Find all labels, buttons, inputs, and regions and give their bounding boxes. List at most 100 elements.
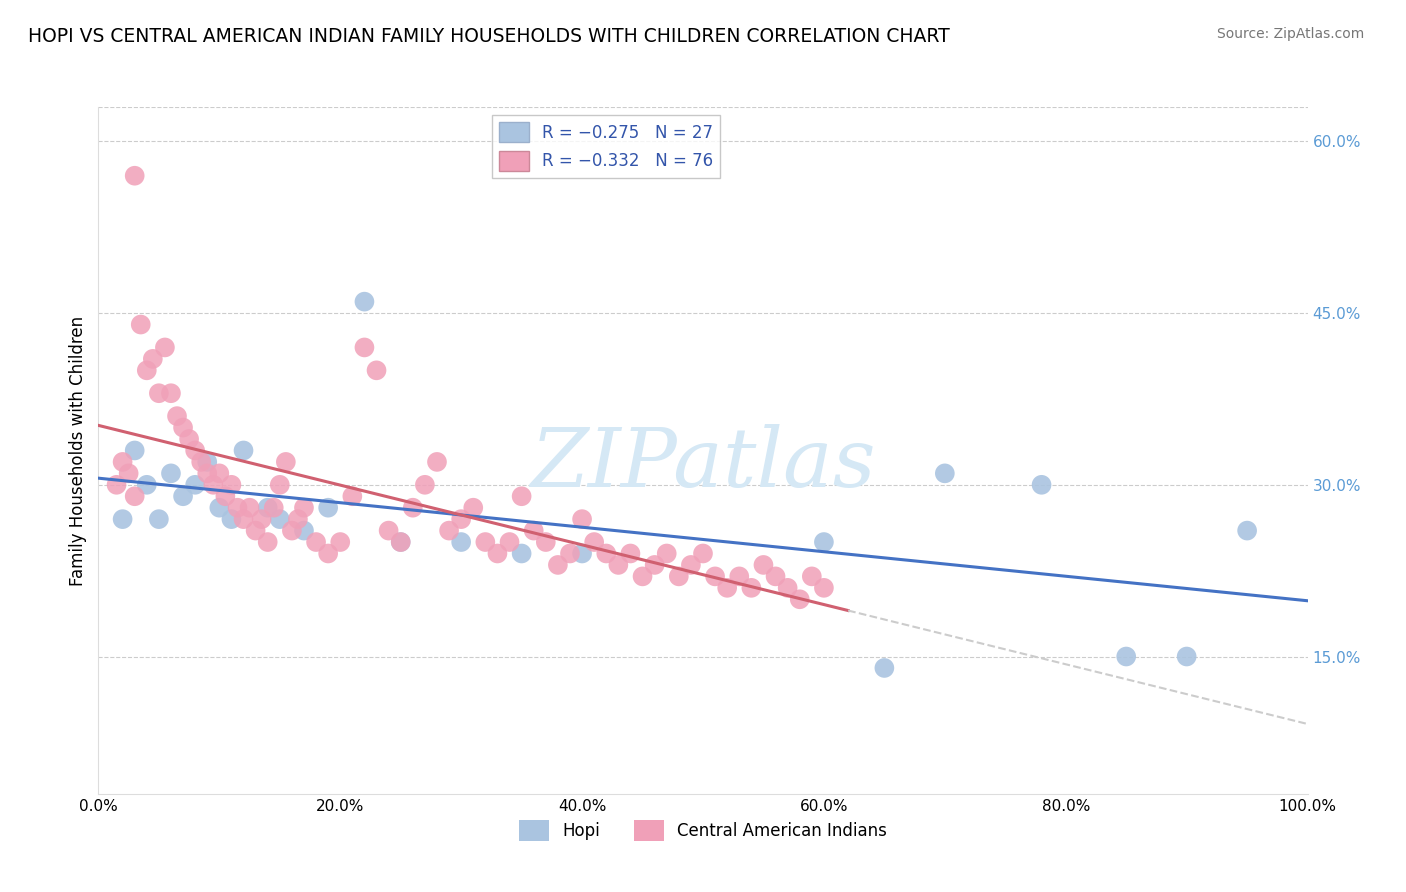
Point: [245, 524, 267, 538]
Point: [437, 524, 460, 538]
Point: [232, 512, 254, 526]
Point: [728, 569, 751, 583]
Point: [316, 546, 339, 561]
Text: ZIPatlas: ZIPatlas: [530, 425, 876, 504]
Point: [813, 535, 835, 549]
Point: [195, 455, 218, 469]
Point: [148, 512, 170, 526]
Point: [292, 524, 315, 538]
Legend: Hopi, Central American Indians: Hopi, Central American Indians: [513, 814, 893, 847]
Point: [1031, 478, 1053, 492]
Point: [172, 489, 194, 503]
Point: [142, 351, 165, 366]
Point: [510, 489, 533, 503]
Point: [873, 661, 896, 675]
Point: [105, 478, 128, 492]
Point: [655, 546, 678, 561]
Point: [523, 524, 546, 538]
Point: [353, 340, 375, 354]
Point: [583, 535, 606, 549]
Point: [776, 581, 799, 595]
Point: [342, 489, 364, 503]
Point: [166, 409, 188, 424]
Point: [269, 478, 291, 492]
Point: [305, 535, 328, 549]
Point: [129, 318, 152, 332]
Point: [716, 581, 738, 595]
Point: [190, 455, 212, 469]
Point: [316, 500, 339, 515]
Point: [463, 500, 485, 515]
Point: [124, 443, 146, 458]
Point: [571, 546, 593, 561]
Point: [250, 512, 273, 526]
Point: [534, 535, 557, 549]
Point: [353, 294, 375, 309]
Point: [498, 535, 520, 549]
Point: [184, 443, 207, 458]
Point: [547, 558, 569, 572]
Point: [402, 500, 425, 515]
Point: [226, 500, 249, 515]
Point: [281, 524, 304, 538]
Point: [474, 535, 496, 549]
Point: [214, 489, 236, 503]
Point: [619, 546, 641, 561]
Point: [202, 478, 225, 492]
Point: [765, 569, 787, 583]
Point: [111, 455, 134, 469]
Point: [450, 512, 472, 526]
Point: [510, 546, 533, 561]
Point: [208, 500, 231, 515]
Point: [148, 386, 170, 401]
Point: [813, 581, 835, 595]
Point: [135, 478, 157, 492]
Point: [740, 581, 762, 595]
Point: [195, 467, 218, 481]
Point: [124, 489, 146, 503]
Point: [263, 500, 285, 515]
Point: [256, 535, 278, 549]
Text: Source: ZipAtlas.com: Source: ZipAtlas.com: [1216, 27, 1364, 41]
Point: [558, 546, 581, 561]
Point: [329, 535, 352, 549]
Point: [366, 363, 388, 377]
Point: [221, 478, 243, 492]
Point: [232, 443, 254, 458]
Point: [118, 467, 141, 481]
Point: [160, 467, 183, 481]
Point: [1236, 524, 1258, 538]
Point: [450, 535, 472, 549]
Point: [426, 455, 449, 469]
Point: [413, 478, 436, 492]
Point: [153, 340, 176, 354]
Point: [377, 524, 399, 538]
Point: [172, 420, 194, 434]
Point: [486, 546, 509, 561]
Point: [208, 467, 231, 481]
Point: [239, 500, 262, 515]
Y-axis label: Family Households with Children: Family Households with Children: [69, 316, 87, 585]
Point: [287, 512, 309, 526]
Point: [679, 558, 702, 572]
Point: [389, 535, 412, 549]
Text: HOPI VS CENTRAL AMERICAN INDIAN FAMILY HOUSEHOLDS WITH CHILDREN CORRELATION CHAR: HOPI VS CENTRAL AMERICAN INDIAN FAMILY H…: [28, 27, 950, 45]
Point: [692, 546, 714, 561]
Point: [789, 592, 811, 607]
Point: [934, 467, 956, 481]
Point: [668, 569, 690, 583]
Point: [179, 432, 201, 446]
Point: [1175, 649, 1198, 664]
Point: [292, 500, 315, 515]
Point: [607, 558, 630, 572]
Point: [269, 512, 291, 526]
Point: [800, 569, 823, 583]
Point: [160, 386, 183, 401]
Point: [704, 569, 727, 583]
Point: [571, 512, 593, 526]
Point: [274, 455, 297, 469]
Point: [256, 500, 278, 515]
Point: [135, 363, 157, 377]
Point: [184, 478, 207, 492]
Point: [1115, 649, 1137, 664]
